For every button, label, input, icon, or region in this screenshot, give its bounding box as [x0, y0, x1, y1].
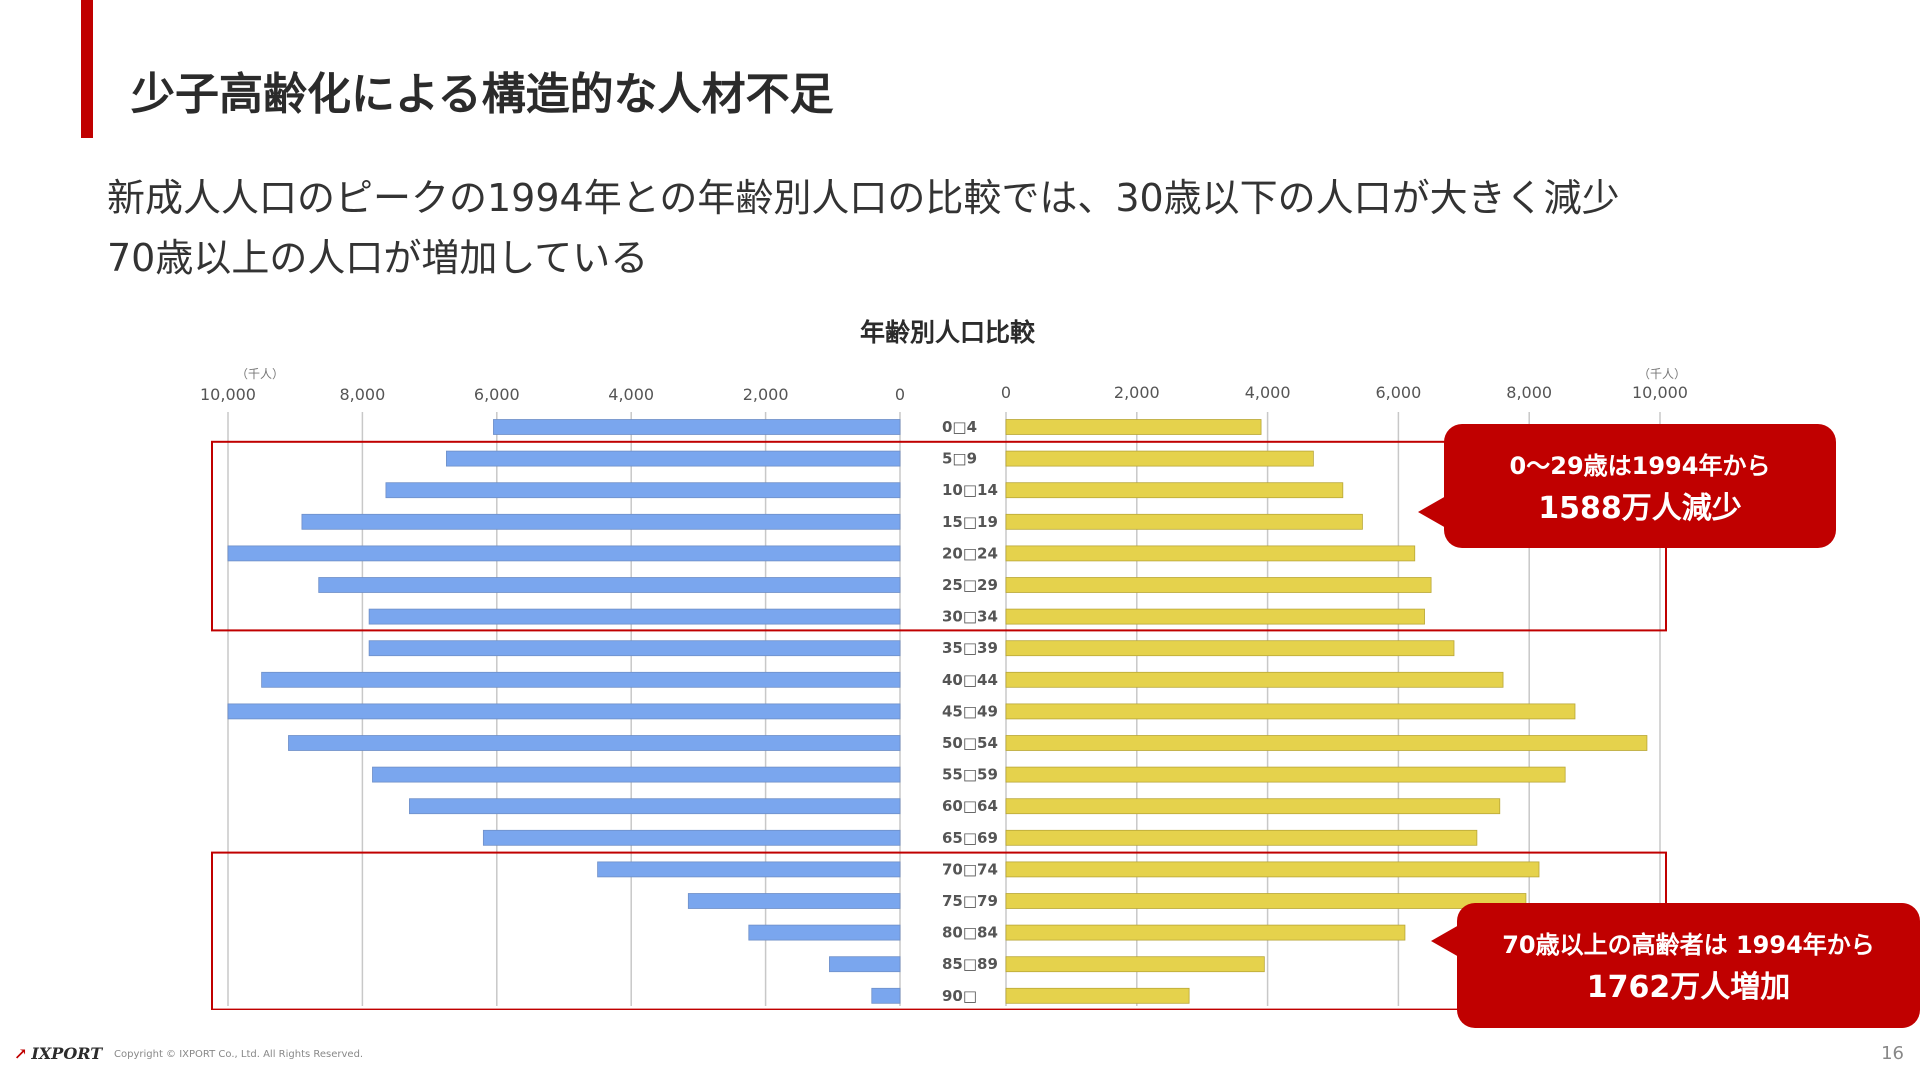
age-group-label: 90□	[942, 987, 977, 1005]
age-group-label: 5□9	[942, 450, 977, 468]
subtitle-line-1: 新成人人口のピークの1994年との年齢別人口の比較では、30歳以下の人口が大きく…	[107, 176, 1620, 220]
right-tick-label: 2,000	[1114, 383, 1160, 402]
callout-young-decrease: 0～29歳は1994年から 1588万人減少	[1418, 424, 1836, 548]
left-bar	[385, 482, 901, 499]
left-bar	[445, 450, 901, 467]
copyright-text: Copyright © IXPORT Co., Ltd. All Rights …	[114, 1049, 364, 1060]
age-group-label: 25□29	[942, 576, 998, 594]
right-bar	[1005, 703, 1576, 720]
age-group-label: 55□59	[942, 766, 998, 784]
page-number: 16	[1881, 1043, 1904, 1064]
right-tick-label: 10,000	[1632, 383, 1688, 402]
chart-title: 年齢別人口比較	[860, 318, 1036, 347]
age-group-label: 40□44	[942, 671, 998, 689]
right-bar	[1005, 893, 1527, 909]
callout-young-line-1: 0～29歳は1994年から	[1509, 452, 1771, 480]
left-tick-label: 6,000	[474, 385, 520, 404]
age-group-label: 30□34	[942, 608, 998, 626]
right-tick-label: 8,000	[1506, 383, 1552, 402]
age-group-label: 75□79	[942, 892, 998, 910]
age-group-label: 20□24	[942, 544, 998, 562]
left-tick-label: 4,000	[608, 385, 654, 404]
left-tick-label: 2,000	[743, 385, 789, 404]
left-bar	[261, 671, 901, 688]
age-group-label: 50□54	[942, 734, 998, 752]
right-tick-label: 0	[1001, 383, 1011, 402]
age-group-label: 45□49	[942, 702, 998, 720]
left-bar	[687, 893, 901, 909]
callout-old-increase: 70歳以上の高齢者は 1994年から 1762万人増加	[1431, 903, 1920, 1028]
left-bar	[748, 924, 901, 941]
age-group-label: 65□69	[942, 829, 998, 847]
callout-young-line-2: 1588万人減少	[1538, 491, 1742, 526]
right-bar	[1005, 671, 1504, 688]
age-group-label: 85□89	[942, 955, 998, 973]
left-bar	[227, 703, 901, 720]
left-bar	[368, 608, 901, 625]
right-unit-label: （千人）	[1638, 367, 1686, 381]
right-bar	[1005, 924, 1406, 941]
left-bar	[871, 987, 901, 1004]
right-bar	[1005, 956, 1265, 973]
slide-title: 少子高齢化による構造的な人材不足	[131, 69, 834, 120]
callout-old-line-2: 1762万人増加	[1586, 970, 1791, 1005]
age-group-label: 10□14	[942, 481, 998, 499]
right-bar	[1005, 608, 1425, 625]
callout-old-tail	[1431, 925, 1459, 957]
logo-text: IXPORT	[31, 1044, 103, 1063]
age-group-label: 80□84	[942, 924, 998, 942]
right-bar	[1005, 861, 1540, 878]
left-tick-label: 10,000	[200, 385, 256, 404]
right-bar	[1005, 987, 1190, 1004]
right-bar	[1005, 545, 1416, 562]
right-bar	[1005, 419, 1262, 435]
company-logo: ↗ IXPORT	[14, 1044, 102, 1063]
age-group-label: 15□19	[942, 513, 998, 531]
population-pyramid-chart: 10,000 8,000 6,000 4,000 2,000 0 0 2,000 4,000 6,…	[200, 367, 1688, 1010]
left-bar	[288, 735, 901, 751]
right-bar	[1005, 640, 1455, 657]
age-group-label: 60□64	[942, 797, 998, 815]
right-bar	[1005, 482, 1344, 499]
title-accent-bar	[81, 0, 93, 138]
left-unit-label: （千人）	[236, 367, 284, 381]
left-bar	[493, 419, 901, 435]
right-bar	[1005, 513, 1363, 530]
left-bar	[368, 640, 901, 657]
left-bar	[301, 513, 901, 530]
age-group-label: 35□39	[942, 639, 998, 657]
left-bar	[372, 766, 901, 783]
age-group-label: 70□74	[942, 860, 998, 878]
right-bar	[1005, 735, 1648, 751]
left-bar	[318, 577, 901, 593]
callout-old-line-1: 70歳以上の高齢者は 1994年から	[1502, 931, 1875, 959]
right-bar	[1005, 577, 1432, 593]
callout-young-tail	[1418, 496, 1446, 528]
right-bar	[1005, 450, 1314, 467]
logo-mark-icon: ↗	[14, 1044, 28, 1063]
labels-layer: 10,000 8,000 6,000 4,000 2,000 0 0 2,000 4,000 6,…	[200, 367, 1688, 1005]
left-bar	[482, 829, 901, 846]
bars-layer	[227, 419, 1648, 1004]
slide-subtitle: 新成人人口のピークの1994年との年齢別人口の比較では、30歳以下の人口が大きく…	[107, 168, 1620, 288]
right-bar	[1005, 798, 1501, 815]
right-tick-label: 4,000	[1245, 383, 1291, 402]
left-tick-label: 8,000	[339, 385, 385, 404]
left-tick-label: 0	[895, 385, 905, 404]
left-bar	[829, 956, 901, 973]
age-group-label: 0□4	[942, 418, 977, 436]
left-bar	[409, 798, 901, 815]
right-bar	[1005, 829, 1478, 846]
subtitle-line-2: 70歳以上の人口が増加している	[107, 236, 649, 280]
left-bar	[597, 861, 901, 878]
right-tick-label: 6,000	[1375, 383, 1421, 402]
right-bar	[1005, 766, 1566, 783]
left-bar	[227, 545, 901, 562]
